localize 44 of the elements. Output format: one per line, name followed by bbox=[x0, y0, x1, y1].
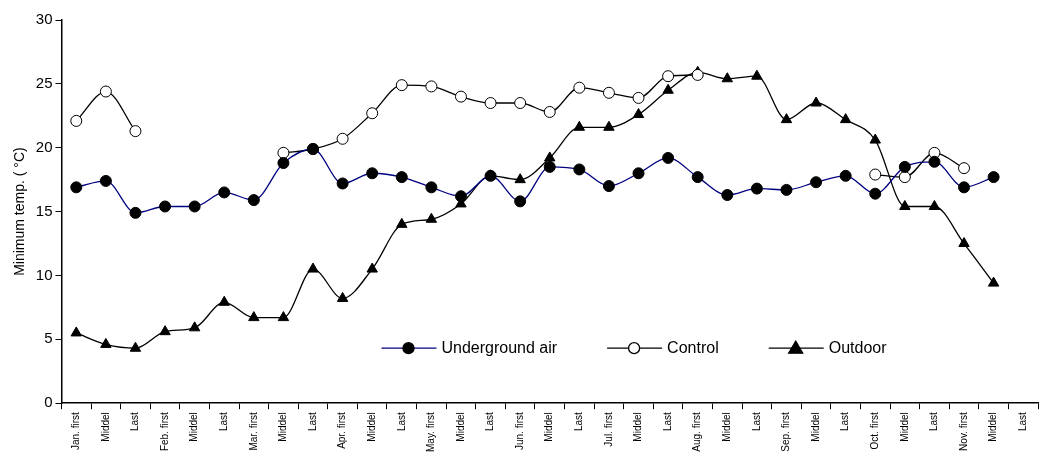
x-tick-label: Last bbox=[129, 411, 141, 432]
x-tick-label: Last bbox=[750, 411, 762, 432]
x-tick-label: Apr. first bbox=[336, 411, 348, 449]
x-tick-label: Mar. first bbox=[247, 411, 259, 451]
y-tick-label: 10 bbox=[35, 265, 53, 283]
y-tick-label: 0 bbox=[44, 393, 53, 411]
y-tick-label: 20 bbox=[35, 137, 53, 155]
x-tick-label: Last bbox=[928, 411, 940, 432]
x-tick-label: Oct. first bbox=[869, 411, 880, 450]
y-axis-title: Minimum temp. ( °C) bbox=[11, 147, 28, 276]
y-tick-label: 5 bbox=[44, 329, 53, 347]
x-tick-label: Nov. first bbox=[957, 411, 969, 451]
x-tick-label: Jul. first bbox=[602, 411, 614, 447]
x-tick-label: Last bbox=[1016, 411, 1028, 432]
x-tick-label: Middel bbox=[277, 412, 289, 442]
legend-label: Control bbox=[667, 338, 719, 356]
y-tick-label: 30 bbox=[35, 10, 53, 28]
x-tick-label: Middel bbox=[898, 412, 910, 442]
x-tick-label: Aug. first bbox=[691, 411, 703, 452]
y-tick-label: 25 bbox=[35, 74, 53, 91]
legend-label: Outdoor bbox=[828, 338, 888, 356]
x-tick-label: Last bbox=[217, 411, 229, 432]
x-tick-label: Middel bbox=[987, 412, 999, 442]
x-tick-label: Middel bbox=[632, 412, 644, 442]
x-tick-label: Sep. first bbox=[780, 411, 792, 452]
x-tick-label: May. first bbox=[425, 411, 437, 453]
x-tick-label: Middel bbox=[365, 412, 377, 442]
x-tick-label: Feb. first bbox=[158, 411, 170, 452]
x-tick-label: Last bbox=[839, 411, 851, 432]
x-tick-label: Last bbox=[306, 411, 318, 432]
x-tick-label: Jun. first bbox=[513, 411, 525, 450]
x-tick-label: Last bbox=[573, 411, 585, 432]
x-tick-label: Middel bbox=[721, 412, 733, 442]
y-tick-label: 15 bbox=[35, 201, 53, 219]
x-tick-label: Middel bbox=[99, 412, 111, 442]
x-tick-label: Middel bbox=[188, 412, 200, 442]
x-tick-label: Middel bbox=[543, 412, 555, 442]
x-tick-label: Middel bbox=[454, 412, 466, 442]
x-tick-label: Jan. first bbox=[70, 411, 82, 450]
x-tick-label: Last bbox=[484, 411, 496, 432]
x-tick-label: Last bbox=[395, 411, 407, 432]
legend-label: Underground air bbox=[441, 338, 558, 356]
x-tick-label: Middel bbox=[809, 412, 821, 442]
x-tick-label: Last bbox=[661, 411, 673, 432]
